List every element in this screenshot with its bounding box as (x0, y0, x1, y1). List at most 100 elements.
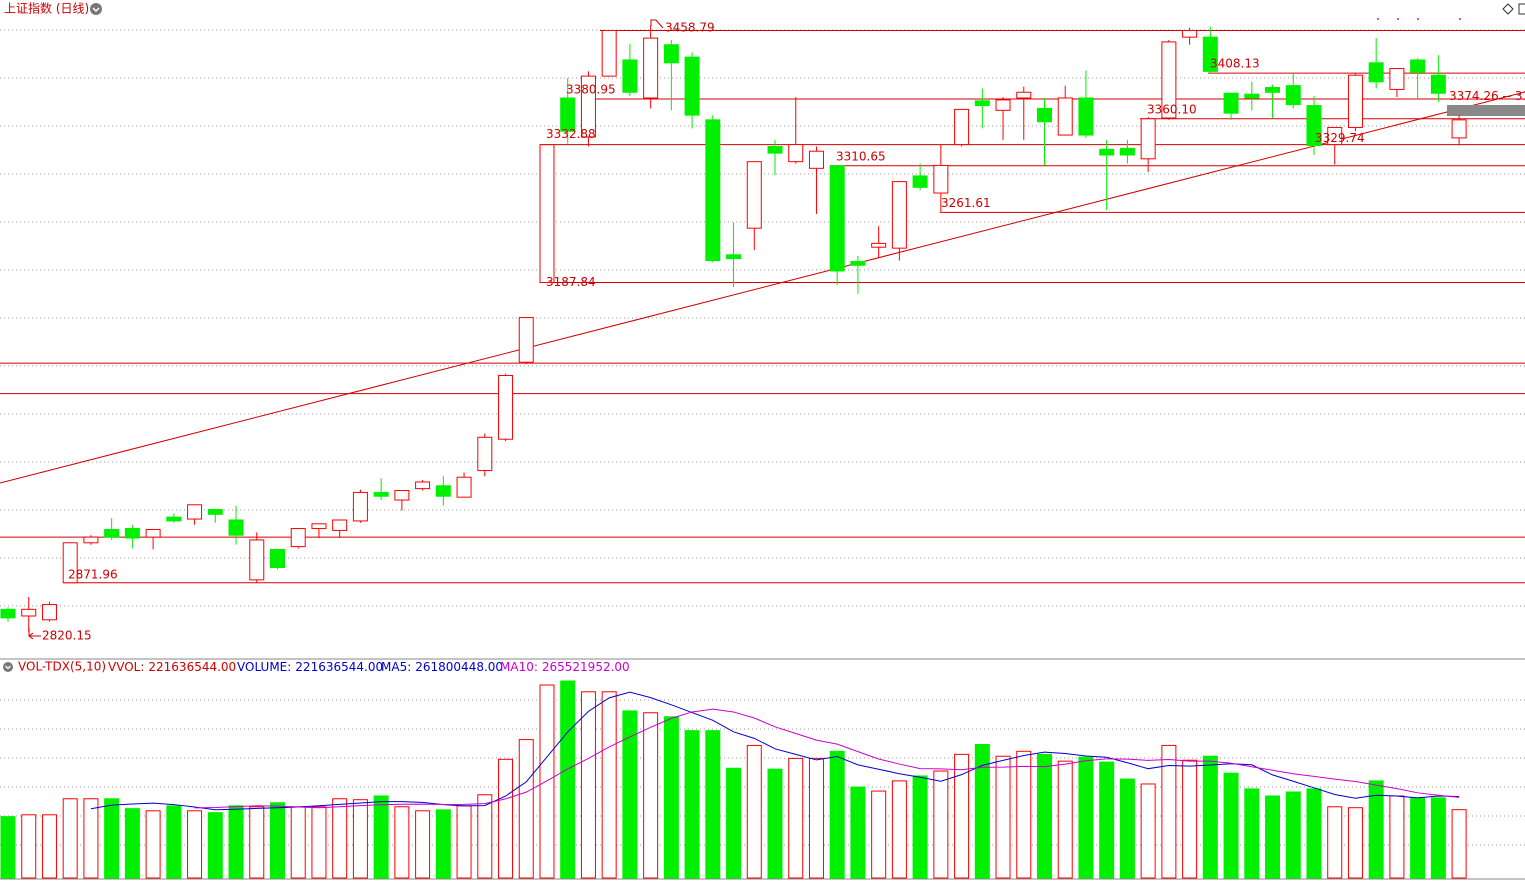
candle-body (1347, 74, 1363, 128)
volume-bar (767, 768, 783, 879)
volume-bar (1347, 807, 1363, 879)
volume-bar (954, 753, 970, 879)
volume-bar (1202, 755, 1218, 879)
candle-body (560, 97, 576, 132)
indicator-field: VVOL: 221636544.00 (108, 660, 236, 674)
candle-body (1099, 148, 1115, 156)
volume-bar (1037, 753, 1052, 879)
candle-body (788, 144, 804, 163)
candle-body (829, 165, 845, 272)
volume-bar (933, 770, 949, 879)
indicator-name: VOL-TDX(5,10) (18, 660, 106, 674)
candle-body (145, 528, 161, 538)
volume-bar (808, 757, 824, 879)
volume-bar (1244, 788, 1260, 879)
candle-body (394, 490, 410, 501)
volume-bar (124, 808, 140, 879)
price-label: 3408.13 (1210, 57, 1260, 71)
candle-body (1161, 41, 1177, 119)
candle-body (435, 485, 451, 497)
candle-body (601, 30, 617, 77)
volume-bar (891, 780, 907, 879)
candle-body (1016, 91, 1032, 99)
volume-bar (477, 794, 493, 879)
volume-bar (788, 757, 804, 879)
volume-bar (456, 805, 472, 879)
candle-body (580, 75, 596, 138)
volume-bar (83, 798, 99, 879)
volume-bar (1451, 809, 1467, 879)
pointer-arrow (650, 19, 664, 29)
candle-body (808, 150, 824, 169)
price-label: 3332.88 (546, 127, 596, 141)
tool-icon[interactable] (1518, 3, 1525, 15)
volume-bar (187, 810, 203, 879)
candle-body (228, 519, 244, 536)
candle-body (1037, 107, 1052, 123)
field-value: 221636544.00 (295, 660, 383, 674)
candle-body (974, 100, 990, 107)
volume-menu-button[interactable] (3, 662, 13, 672)
volume-bar (269, 802, 285, 879)
price-label: 2871.96 (68, 567, 118, 581)
candle-body (1306, 105, 1322, 147)
volume-bar (1306, 788, 1322, 879)
candle-body (62, 542, 78, 584)
candle-body (415, 481, 431, 490)
candle-body (456, 476, 472, 498)
tool-icon[interactable] (1502, 3, 1514, 15)
candle-body (1368, 62, 1384, 83)
candle-body (912, 175, 928, 188)
volume-bar (21, 814, 37, 879)
candle-body (290, 528, 306, 548)
volume-bar (145, 810, 161, 879)
candle-body (1119, 147, 1135, 156)
candle-body (995, 99, 1011, 111)
candle-body (1389, 68, 1405, 90)
indicator-field: MA5: 261800448.00 (381, 660, 503, 674)
volume-bar (166, 805, 182, 879)
candle-body (0, 608, 16, 619)
candle-body (1430, 74, 1446, 94)
volume-bar (580, 691, 596, 879)
candle-body (1057, 97, 1073, 136)
candle-body (332, 519, 348, 531)
volume-bar (1161, 744, 1177, 879)
volume-bar (1182, 759, 1198, 879)
price-label: 3374.26 -- 336 (1449, 89, 1525, 103)
current-price-marker (1447, 105, 1525, 116)
volume-bar (1223, 772, 1239, 879)
price-label: 3261.61 (941, 196, 991, 210)
volume-bar (1327, 806, 1343, 879)
candle-body (498, 375, 514, 440)
field-name: VOLUME: (237, 660, 291, 674)
candle-body (1182, 30, 1198, 38)
candle-body (1451, 119, 1467, 139)
ma5-line (90, 691, 1460, 811)
candle-body (1327, 126, 1343, 146)
candle-body (124, 528, 140, 539)
volume-bar (643, 712, 659, 879)
price-label: 3329.74 (1315, 131, 1365, 145)
candle-body (643, 37, 659, 99)
field-value: 265521952.00 (542, 660, 630, 674)
candle-body (622, 59, 638, 93)
volume-bar (104, 798, 120, 879)
volume-bar (228, 805, 244, 879)
candle-body (539, 144, 555, 284)
candle-body (663, 44, 679, 64)
candle-body (767, 145, 783, 154)
volume-bar (352, 799, 368, 879)
volume-bar (0, 816, 16, 879)
volume-bar (912, 775, 928, 879)
candle-body (166, 516, 182, 522)
menu-button[interactable] (90, 3, 102, 15)
volume-bar (1099, 761, 1115, 879)
candle-body (1285, 85, 1301, 106)
volume-bar (850, 786, 866, 879)
volume-bar (705, 730, 721, 879)
candle-body (207, 509, 223, 515)
volume-bar (1430, 797, 1446, 879)
candle-body (83, 536, 99, 544)
